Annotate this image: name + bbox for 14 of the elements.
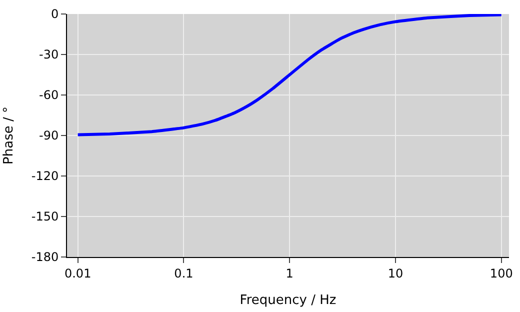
x-axis-title: Frequency / Hz (240, 293, 336, 308)
y-tick-label: -120 (31, 169, 59, 184)
y-tick-label: -150 (31, 210, 59, 224)
y-tick-label: -30 (38, 48, 59, 62)
y-tick-label: -60 (38, 88, 59, 102)
x-tick-label: 0.1 (174, 266, 194, 280)
y-tick-label: -180 (31, 250, 59, 264)
x-tick-label: 1 (286, 266, 294, 280)
x-tick-label: 0.01 (64, 266, 92, 280)
y-axis-title: Phase / ° (1, 106, 16, 164)
y-tick-label: -90 (38, 128, 59, 143)
y-tick-label: 0 (50, 7, 59, 22)
x-tick-label: 100 (490, 266, 513, 280)
x-tick-label: 10 (388, 266, 404, 280)
